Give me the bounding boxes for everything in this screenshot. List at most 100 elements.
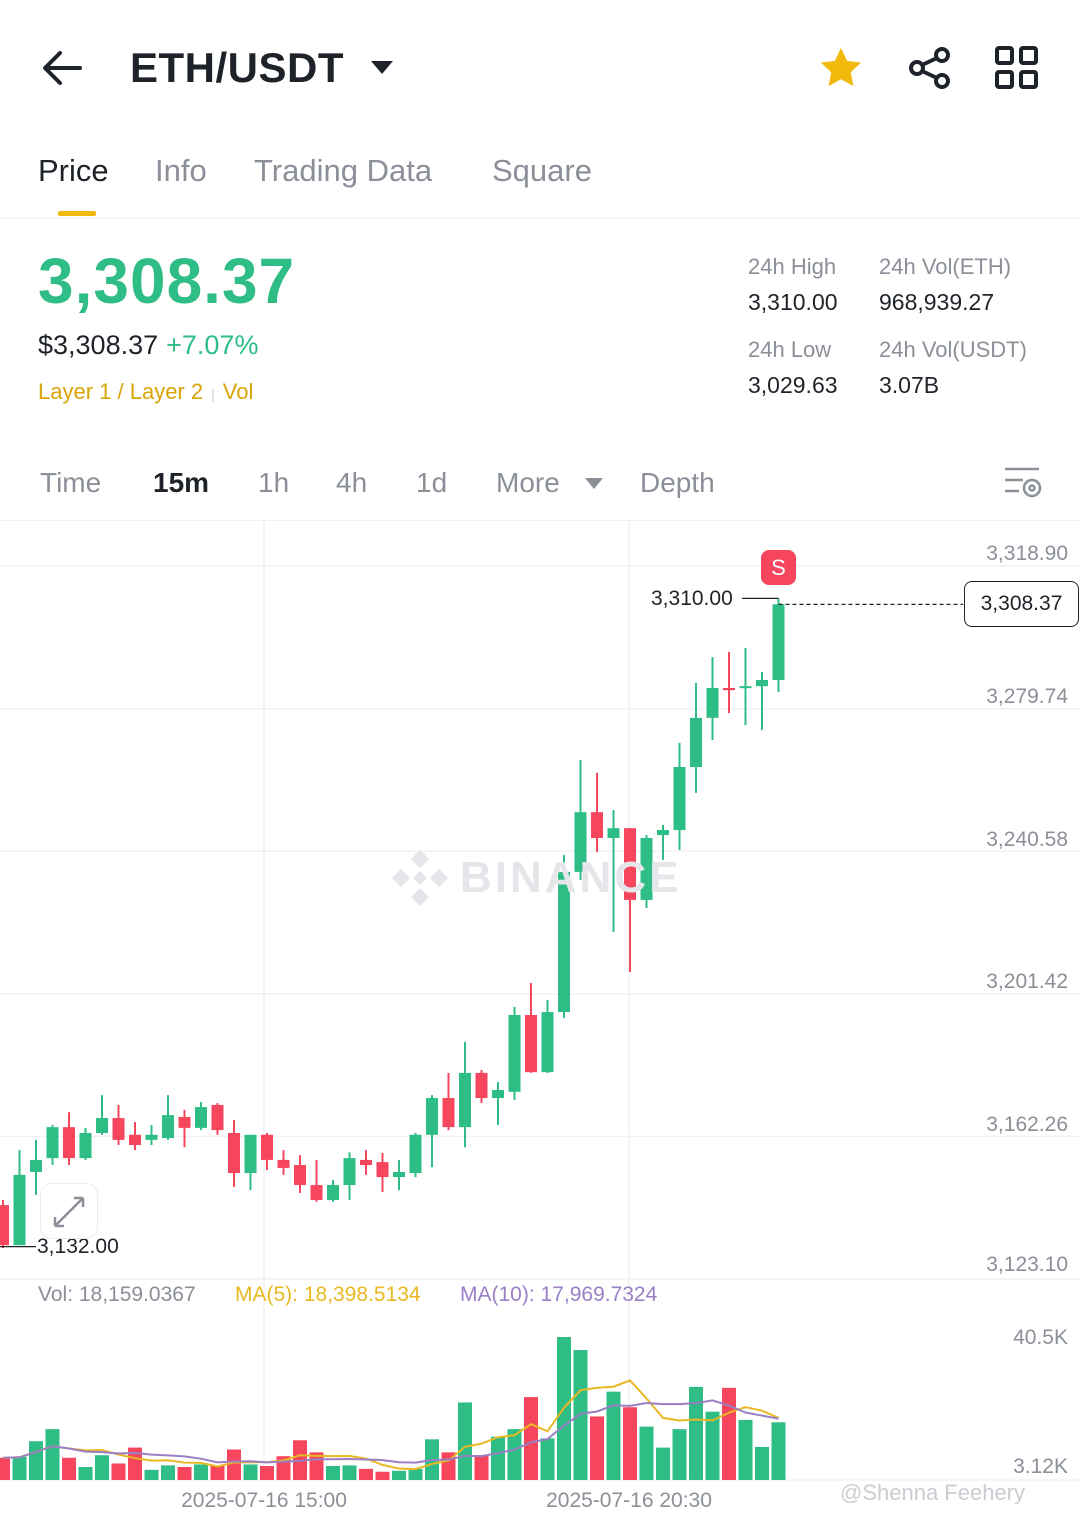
y-tick: 3,279.74	[986, 685, 1068, 708]
chart-settings-icon[interactable]	[1003, 466, 1043, 500]
ma10-legend: MA(10): 17,969.7324	[460, 1283, 658, 1306]
candle-body	[310, 1185, 323, 1200]
tab-info[interactable]: Info	[155, 153, 207, 188]
interval-1d[interactable]: 1d	[416, 467, 448, 498]
volume-bar	[590, 1416, 604, 1480]
candle-body	[261, 1134, 273, 1160]
back-arrow-icon[interactable]	[40, 48, 84, 88]
candle-body	[393, 1171, 405, 1178]
candle-body	[739, 686, 752, 689]
low-value: 3,029.63	[748, 372, 838, 398]
volume-bar	[606, 1391, 621, 1480]
grid-icon[interactable]	[995, 46, 1039, 90]
candle-body	[426, 1098, 438, 1135]
tab-square[interactable]: Square	[492, 153, 592, 188]
star-icon[interactable]	[818, 46, 864, 90]
candle-body	[525, 1014, 537, 1073]
candle-body	[343, 1158, 356, 1186]
volume-bar	[342, 1465, 357, 1480]
volume-bar	[656, 1447, 670, 1480]
pair-title[interactable]: ETH/USDT	[130, 44, 344, 91]
fullscreen-button[interactable]	[40, 1183, 98, 1239]
candle-body	[79, 1132, 92, 1159]
share-icon[interactable]	[906, 46, 954, 90]
candle-body	[706, 687, 719, 718]
volume-bar	[689, 1386, 703, 1480]
sell-badge[interactable]: S	[761, 550, 796, 585]
volume-bar	[639, 1426, 654, 1480]
candle-body	[244, 1134, 257, 1174]
divider	[0, 218, 1080, 219]
volume-bar	[771, 1422, 786, 1480]
volume-bar	[111, 1463, 126, 1480]
candle-body	[30, 1159, 42, 1172]
candle-body	[558, 871, 570, 1013]
volume-bar	[95, 1455, 109, 1480]
vol-eth-label: 24h Vol(ETH)	[879, 254, 1012, 279]
candle-body	[723, 687, 735, 691]
active-tab-indicator	[58, 211, 96, 216]
price-change: +7.07%	[166, 330, 259, 360]
candle-body	[624, 828, 636, 900]
volume-bar	[375, 1471, 390, 1480]
volume-bar	[243, 1464, 258, 1480]
interval-depth[interactable]: Depth	[640, 467, 715, 498]
tab-trading-data[interactable]: Trading Data	[254, 153, 433, 188]
vol-usdt-label: 24h Vol(USDT)	[879, 337, 1027, 362]
volume-bar	[755, 1446, 769, 1480]
volume-bar	[0, 1457, 10, 1480]
candle-body	[574, 812, 587, 872]
ma5-line	[2, 1379, 779, 1471]
candle-body	[96, 1118, 108, 1133]
candle-body	[640, 838, 653, 900]
vol-legend: Vol: 18,159.0367	[38, 1283, 196, 1306]
tab-price[interactable]: Price	[38, 153, 109, 188]
volume-bar	[128, 1447, 142, 1480]
volume-bar	[210, 1466, 225, 1480]
more-caret-icon[interactable]	[585, 478, 603, 490]
tag-vol[interactable]: Vol	[222, 379, 254, 404]
volume-bar	[260, 1466, 274, 1480]
volume-bar	[491, 1436, 505, 1480]
high-label: 24h High	[748, 254, 837, 279]
volume-bar	[29, 1441, 43, 1480]
y-tick: 3,201.42	[986, 970, 1068, 993]
candle-body	[13, 1174, 26, 1246]
interval-time[interactable]: Time	[40, 467, 102, 498]
x-tick: 2025-07-16 15:00	[181, 1489, 347, 1512]
volume-bar	[705, 1411, 720, 1480]
high-marker-label: 3,310.00	[651, 587, 733, 610]
tag-layer[interactable]: Layer 1 / Layer 2	[38, 379, 204, 404]
candle-body	[442, 1098, 455, 1128]
interval-1h[interactable]: 1h	[258, 467, 290, 498]
candle-body	[129, 1134, 141, 1145]
candle-body	[46, 1127, 59, 1159]
volume-bar	[738, 1419, 753, 1480]
candle-body	[607, 828, 620, 839]
interval-4h[interactable]: 4h	[336, 467, 368, 498]
candle-body	[178, 1116, 191, 1128]
volume-bar	[359, 1468, 373, 1480]
volume-bar	[722, 1387, 736, 1480]
volume-bar	[524, 1397, 538, 1480]
last-price-tag: 3,308.37	[964, 581, 1079, 627]
candle-body	[772, 604, 785, 680]
y-tick: 3,240.58	[986, 828, 1068, 851]
candle-body	[756, 679, 768, 687]
y-tick: 3,162.26	[986, 1113, 1068, 1136]
volume-bar	[161, 1465, 175, 1480]
binance-watermark: BINANCE	[390, 848, 681, 908]
candle-body	[376, 1162, 389, 1178]
volume-bar	[144, 1469, 159, 1480]
candle-body	[195, 1107, 207, 1128]
volume-bar	[62, 1457, 76, 1480]
interval-more[interactable]: More	[496, 467, 560, 498]
interval-15m[interactable]: 15m	[153, 467, 210, 498]
volume-bar	[194, 1464, 208, 1480]
dropdown-caret-icon[interactable]	[370, 60, 394, 76]
candle-body	[360, 1159, 372, 1166]
candle-body	[277, 1159, 290, 1168]
price-chart[interactable]	[0, 520, 1080, 1517]
candle-body	[294, 1165, 306, 1186]
ma10-line	[2, 1399, 779, 1464]
